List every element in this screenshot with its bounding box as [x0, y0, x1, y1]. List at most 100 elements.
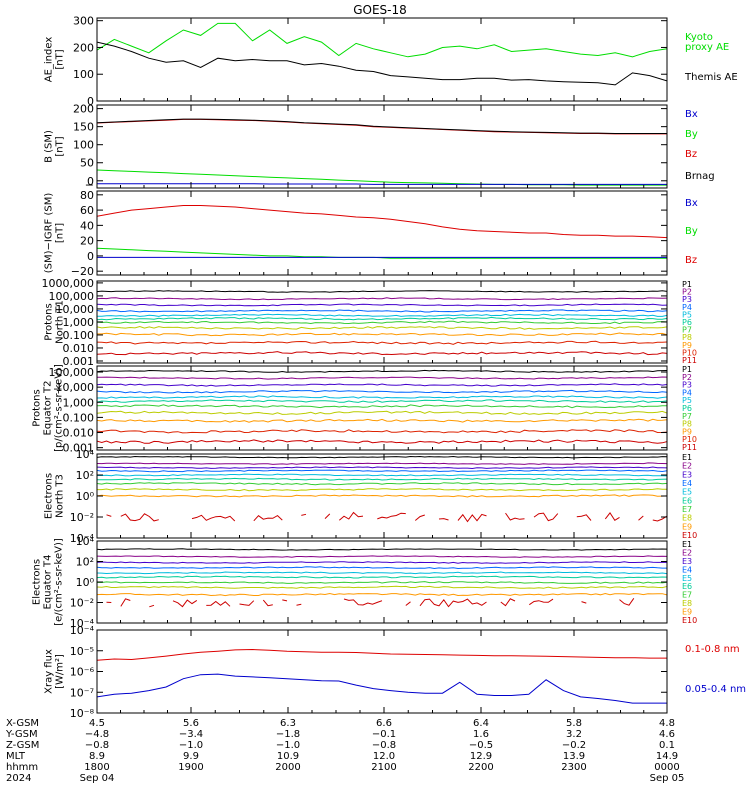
x-axis-cell: −0.8 — [372, 740, 396, 751]
legend-entry-p1: P8 — [682, 333, 692, 342]
x-axis-row-label: Y-GSM — [5, 729, 38, 740]
y-tick-label: 10² — [76, 469, 94, 482]
y-tick-label: 0 — [87, 175, 94, 188]
series-p2-9 — [97, 429, 667, 434]
y-tick-label: 0.100 — [63, 411, 95, 424]
series-p2-7 — [97, 410, 667, 415]
series-p2-3 — [97, 389, 667, 394]
y-tick-label: 0.100 — [63, 329, 95, 342]
x-axis-cell: Sep 04 — [80, 773, 115, 784]
y-tick-label: 10⁻⁸ — [70, 707, 95, 720]
legend-entry-e1: E8 — [682, 514, 692, 523]
legend-entry-bigrf: Bz — [685, 255, 697, 266]
y-tick-label: 1,000 — [63, 396, 95, 409]
legend-entry-e2: E10 — [682, 616, 697, 625]
legend-entry-e2: E6 — [682, 582, 692, 591]
x-axis-cell: 6.4 — [473, 718, 489, 729]
legend-entry-p1: P4 — [682, 303, 692, 312]
y-tick-label: 10⁻⁴ — [70, 617, 95, 630]
y-tick-label: 10⁴ — [76, 535, 95, 548]
y-tick-label: 1000,000 — [42, 277, 95, 290]
y-tick-label: 10⁻⁵ — [70, 645, 94, 658]
x-axis-cell: 1900 — [178, 762, 203, 773]
y-tick-label: 10⁻² — [70, 597, 94, 610]
y-axis-label: North T1 — [55, 300, 66, 344]
panel-b: 0 50 100 150 200 − B (SM) [nT] Bx By Bz Brnag — [44, 103, 715, 192]
legend-entry-e2: E5 — [682, 574, 692, 583]
panel-frame-p2 — [96, 365, 668, 451]
plot-area-ae — [97, 22, 667, 86]
x-axis-cell: 3.2 — [566, 729, 582, 740]
series-e2-5 — [97, 575, 667, 579]
y-tick-label: 10⁻⁴ — [70, 532, 95, 545]
legend-entry-p1: P1 — [682, 280, 692, 289]
y-axis-label: [W/m²] — [55, 654, 66, 689]
series-b-2 — [97, 169, 667, 186]
y-tick-label: 10² — [76, 556, 94, 569]
series-e2-2 — [97, 561, 667, 564]
panel-frame-bigrf — [96, 190, 668, 276]
series-b-3 — [97, 183, 667, 185]
x-axis-cell: 6.6 — [376, 718, 392, 729]
legend-entry-b: Bz — [685, 149, 697, 160]
series-ae-1 — [97, 41, 667, 86]
legend-entry-ae: Themis AE — [684, 72, 738, 83]
x-axis-row-label: MLT — [6, 751, 26, 762]
x-axis-cell: 10.9 — [277, 751, 299, 762]
y-tick-label: 0 — [87, 95, 94, 108]
y-tick-label: 100,000 — [49, 290, 95, 303]
legend-entry-p1: P2 — [682, 288, 692, 297]
series-e1-5 — [97, 477, 667, 481]
series-ae-0 — [97, 22, 667, 58]
series-p2-1 — [97, 376, 667, 380]
x-axis-row-label: X-GSM — [6, 718, 39, 729]
series-p2-0 — [97, 369, 667, 373]
x-axis-cell: 14.9 — [656, 751, 678, 762]
series-e2-7 — [97, 585, 667, 589]
series-bigrf-0 — [97, 205, 667, 239]
x-axis-cell: 5.8 — [566, 718, 582, 729]
panel-p2: 100,000 10,000 1,000 0.100 0.010 0.001 Protons… — [32, 364, 698, 455]
x-axis-cell: −0.8 — [85, 740, 109, 751]
x-axis-cell: 0.1 — [659, 740, 675, 751]
x-axis-cell: −0.1 — [372, 729, 396, 740]
x-axis-cell: 13.9 — [563, 751, 585, 762]
x-axis-cell: 0000 — [654, 762, 679, 773]
y-tick-label: 20 — [80, 235, 94, 248]
legend-entry-e2: E1 — [682, 540, 692, 549]
plot-area-xray — [97, 648, 667, 704]
legend-entry-e1: E6 — [682, 496, 692, 505]
y-tick-label: 100,000 — [49, 366, 95, 379]
panel-p1: 1000,000100,00010,0001,0000.1000.0100.00… — [42, 277, 698, 368]
legend-entry-b: Bx — [685, 109, 698, 120]
series-p1-0 — [97, 290, 667, 293]
legend-entry-p2: P9 — [682, 427, 692, 436]
legend-entry-bigrf: By — [685, 226, 698, 237]
y-axis-label: [p/(cm²-s-sr-keV)] — [54, 364, 65, 452]
x-axis-cell: 8.9 — [89, 751, 105, 762]
series-p1-6 — [97, 320, 667, 325]
y-tick-label: 0.010 — [63, 427, 95, 440]
legend-entry-p1: P10 — [682, 348, 697, 357]
y-tick-label: 1,000 — [63, 316, 95, 329]
legend-entry-e2: E2 — [682, 548, 692, 557]
legend-entry-p2: P11 — [682, 443, 697, 452]
x-axis-cell: 12.0 — [373, 751, 395, 762]
plot-area-bigrf — [97, 205, 667, 259]
legend-entry-p1: P7 — [682, 326, 692, 335]
series-xray-0 — [97, 648, 667, 661]
y-axis-label: Equator T2 — [43, 381, 54, 436]
legend-entry-bigrf: Bx — [685, 198, 698, 209]
panel-xray: 10⁻⁴ 10⁻⁵ 10⁻⁶ 10⁻⁷ 10⁻⁸ Xray flux [W/m²] 0.1-0… — [44, 624, 747, 720]
y-tick-label: 0.001 — [63, 442, 95, 455]
y-axis-label: Equator T4 — [43, 555, 54, 610]
legend-entry-e1: E5 — [682, 488, 692, 497]
series-bigrf-1 — [97, 247, 667, 259]
y-axis-label: Xray flux — [44, 649, 55, 694]
series-p1-5 — [97, 316, 667, 321]
y-tick-label: 80 — [80, 189, 94, 202]
legend-entry-e1: E4 — [682, 479, 692, 488]
x-axis-cell: 1800 — [84, 762, 109, 773]
series-xray-1 — [97, 673, 667, 704]
